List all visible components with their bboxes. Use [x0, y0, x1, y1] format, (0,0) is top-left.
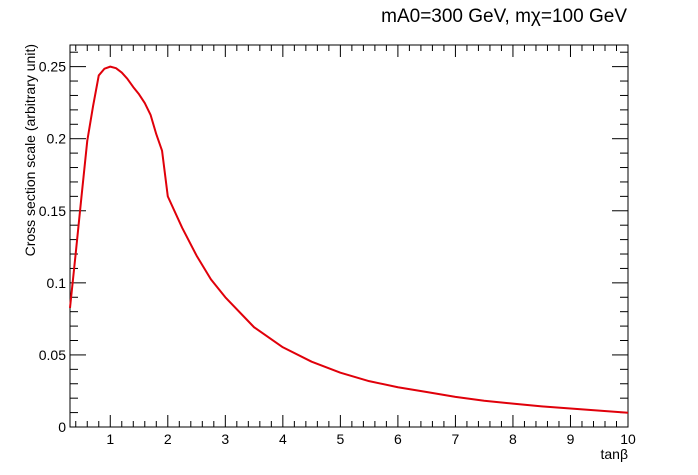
x-tick-label: 5 — [336, 431, 344, 447]
plot-frame — [69, 44, 629, 428]
y-tick-label: 0.15 — [39, 203, 66, 219]
x-tick-label: 2 — [164, 431, 172, 447]
y-axis-label: Cross section scale (arbitrary unit) — [22, 44, 38, 256]
cross-section-curve — [69, 65, 629, 414]
x-tick-label: 9 — [567, 431, 575, 447]
x-tick-label: 6 — [394, 431, 402, 447]
y-axis-ticks — [70, 51, 628, 428]
y-axis-tick-labels: 0 0.05 0.1 0.15 0.2 0.25 — [39, 59, 66, 435]
x-axis-label: tanβ — [600, 446, 628, 462]
chart-title: mA0=300 GeV, mχ=100 GeV — [381, 6, 627, 27]
y-tick-label: 0.1 — [47, 275, 67, 291]
y-tick-label: 0 — [58, 419, 66, 435]
y-tick-label: 0.05 — [39, 347, 66, 363]
x-tick-label: 10 — [620, 431, 636, 447]
x-tick-label: 7 — [452, 431, 460, 447]
x-tick-label: 3 — [221, 431, 229, 447]
y-tick-label: 0.2 — [47, 131, 67, 147]
x-axis-ticks — [75, 45, 629, 427]
x-axis-tick-labels: 1 2 3 4 5 6 7 8 9 10 — [106, 431, 636, 447]
x-tick-label: 8 — [509, 431, 517, 447]
x-tick-label: 4 — [279, 431, 287, 447]
y-tick-label: 0.25 — [39, 59, 66, 75]
x-tick-label: 1 — [106, 431, 114, 447]
